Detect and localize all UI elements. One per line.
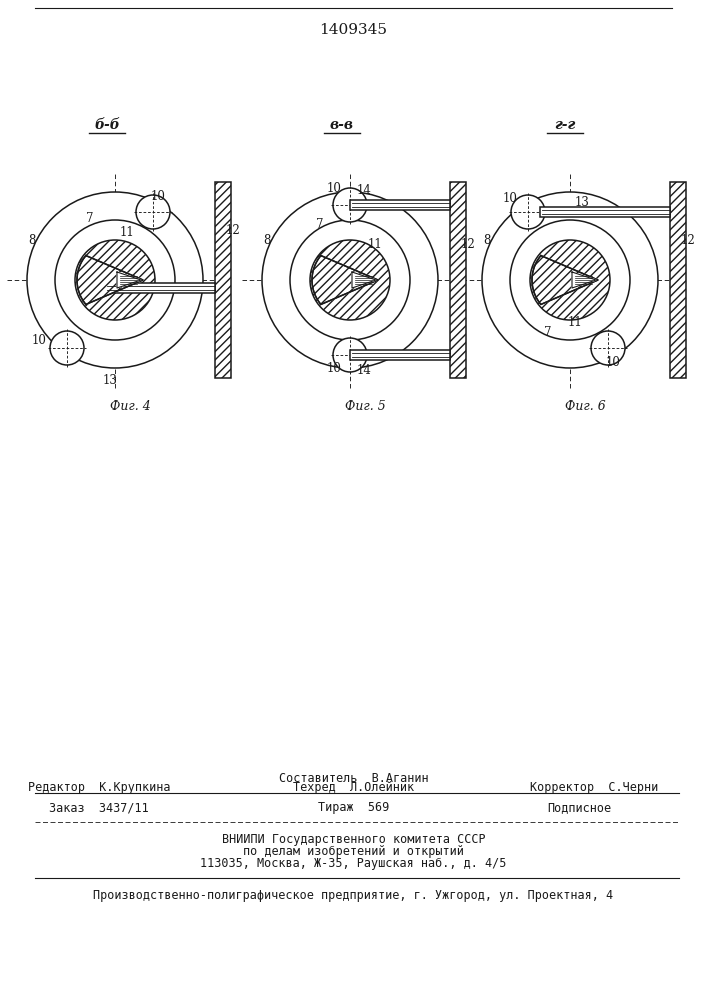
Text: 14: 14 bbox=[356, 184, 371, 198]
Bar bbox=[350, 350, 450, 360]
Text: Техред  Л.Олейник: Техред Л.Олейник bbox=[293, 782, 414, 794]
Text: 7: 7 bbox=[544, 326, 551, 338]
Text: в-в: в-в bbox=[330, 118, 354, 132]
Text: 10: 10 bbox=[503, 192, 518, 205]
Bar bbox=[350, 200, 450, 210]
Bar bbox=[540, 207, 670, 217]
Text: 113035, Москва, Ж-35, Раушская наб., д. 4/5: 113035, Москва, Ж-35, Раушская наб., д. … bbox=[200, 857, 507, 870]
Bar bbox=[105, 283, 215, 293]
Text: 1409345: 1409345 bbox=[319, 23, 387, 37]
Text: 10: 10 bbox=[32, 334, 47, 347]
Polygon shape bbox=[352, 272, 376, 288]
Circle shape bbox=[482, 192, 658, 368]
Circle shape bbox=[310, 240, 390, 320]
Text: 7: 7 bbox=[86, 212, 94, 225]
Polygon shape bbox=[77, 256, 143, 304]
Text: Тираж  569: Тираж 569 bbox=[318, 802, 389, 814]
Circle shape bbox=[510, 220, 630, 340]
Text: 10: 10 bbox=[606, 356, 621, 368]
Polygon shape bbox=[117, 272, 141, 288]
Text: 8: 8 bbox=[263, 234, 271, 247]
Text: 8: 8 bbox=[28, 234, 35, 247]
Text: ВНИИПИ Государственного комитета СССР: ВНИИПИ Государственного комитета СССР bbox=[222, 834, 485, 846]
Bar bbox=[670, 182, 686, 378]
Polygon shape bbox=[572, 272, 596, 288]
Circle shape bbox=[136, 195, 170, 229]
Text: 12: 12 bbox=[461, 238, 475, 251]
Text: 11: 11 bbox=[368, 238, 382, 251]
Circle shape bbox=[290, 220, 410, 340]
Text: Производственно-полиграфическое предприятие, г. Ужгород, ул. Проектная, 4: Производственно-полиграфическое предприя… bbox=[93, 890, 614, 902]
Polygon shape bbox=[532, 256, 598, 304]
Text: б-б: б-б bbox=[94, 118, 120, 132]
Text: 10: 10 bbox=[327, 362, 341, 375]
Text: Редактор  К.Крупкина: Редактор К.Крупкина bbox=[28, 782, 170, 794]
Circle shape bbox=[511, 195, 545, 229]
Text: Подписное: Подписное bbox=[548, 802, 612, 814]
Circle shape bbox=[27, 192, 203, 368]
Polygon shape bbox=[312, 256, 378, 304]
Circle shape bbox=[262, 192, 438, 368]
Circle shape bbox=[333, 188, 367, 222]
Text: Составитель  В.Аганин: Составитель В.Аганин bbox=[279, 772, 428, 784]
Circle shape bbox=[50, 331, 84, 365]
Text: 13: 13 bbox=[103, 373, 117, 386]
Text: 8: 8 bbox=[484, 234, 491, 247]
Text: 11: 11 bbox=[568, 316, 583, 328]
Bar bbox=[215, 182, 231, 378]
Text: 11: 11 bbox=[119, 226, 134, 238]
Text: Заказ  3437/11: Заказ 3437/11 bbox=[49, 802, 149, 814]
Circle shape bbox=[55, 220, 175, 340]
Bar bbox=[450, 182, 466, 378]
Text: Фиг. 4: Фиг. 4 bbox=[110, 399, 151, 412]
Text: Фиг. 5: Фиг. 5 bbox=[344, 399, 385, 412]
Circle shape bbox=[530, 240, 610, 320]
Text: 10: 10 bbox=[151, 190, 165, 202]
Circle shape bbox=[333, 338, 367, 372]
Text: 13: 13 bbox=[575, 196, 590, 209]
Text: Фиг. 6: Фиг. 6 bbox=[565, 399, 605, 412]
Text: по делам изобретений и открытий: по делам изобретений и открытий bbox=[243, 846, 464, 858]
Text: 7: 7 bbox=[316, 219, 324, 232]
Circle shape bbox=[591, 331, 625, 365]
Text: Корректор  С.Черни: Корректор С.Черни bbox=[530, 782, 658, 794]
Text: 12: 12 bbox=[226, 224, 240, 236]
Text: г-г: г-г bbox=[554, 118, 575, 132]
Text: 10: 10 bbox=[327, 182, 341, 196]
Circle shape bbox=[75, 240, 155, 320]
Text: 12: 12 bbox=[681, 233, 696, 246]
Text: 14: 14 bbox=[356, 364, 371, 377]
